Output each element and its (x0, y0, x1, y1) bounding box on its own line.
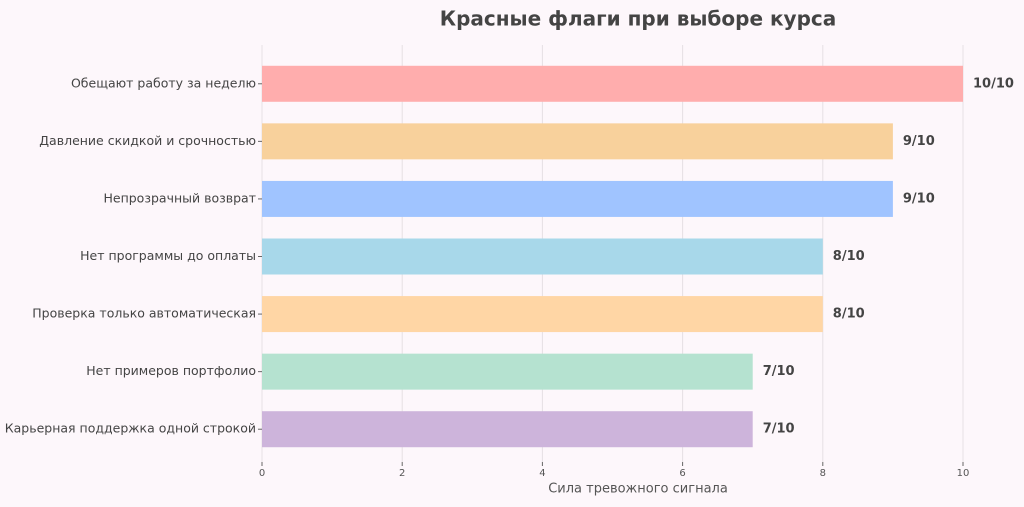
bar (262, 353, 753, 390)
y-tick-label: Обещают работу за неделю (71, 75, 256, 90)
value-label: 7/10 (763, 364, 795, 379)
value-label: 10/10 (973, 76, 1014, 91)
x-tick-label: 4 (539, 468, 545, 479)
x-tick-label: 8 (820, 468, 826, 479)
x-tick-label: 0 (259, 468, 265, 479)
x-axis-label: Сила тревожного сигнала (548, 482, 728, 497)
bar (262, 65, 963, 102)
x-tick-label: 6 (679, 468, 685, 479)
value-label: 7/10 (763, 422, 795, 437)
bar (262, 180, 893, 217)
y-tick-label: Непрозрачный возврат (103, 190, 256, 205)
bar (262, 123, 893, 160)
y-tick-label: Нет примеров портфолио (86, 363, 256, 378)
bar (262, 238, 823, 275)
chart-title: Красные флаги при выборе курса (440, 7, 837, 31)
x-tick-label: 2 (399, 468, 405, 479)
value-label: 8/10 (833, 307, 865, 322)
y-tick-label: Нет программы до оплаты (80, 248, 256, 263)
value-label: 8/10 (833, 249, 865, 264)
y-tick-label: Давление скидкой и срочностью (39, 133, 256, 148)
x-tick-label: 10 (957, 468, 970, 479)
bar (262, 296, 823, 333)
value-label: 9/10 (903, 191, 935, 206)
y-tick-label: Проверка только автоматическая (32, 306, 256, 321)
value-label: 9/10 (903, 134, 935, 149)
y-tick-label: Карьерная поддержка одной строкой (5, 421, 256, 436)
bar (262, 411, 753, 448)
